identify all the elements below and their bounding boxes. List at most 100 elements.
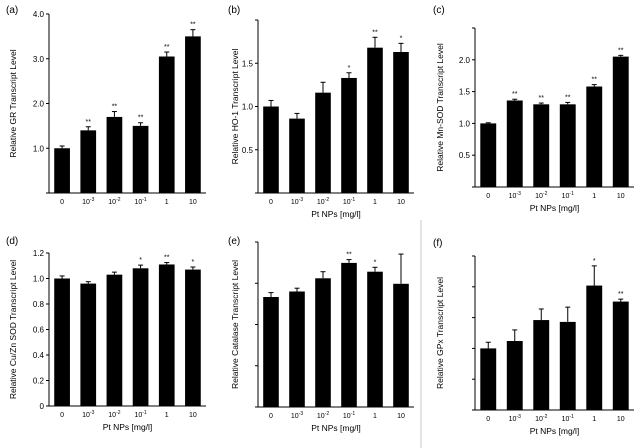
y-tick-label: 0.2 <box>33 377 45 386</box>
y-tick-label: 1.0 <box>242 103 254 112</box>
bar <box>612 301 629 410</box>
bar <box>506 341 523 410</box>
y-tick-label: 0 <box>40 402 45 411</box>
y-tick-label: 0.8 <box>33 300 45 309</box>
x-tick-label: 0 <box>60 412 64 419</box>
significance-label: ** <box>190 22 196 29</box>
x-tick-label: 10-3 <box>509 191 521 200</box>
x-tick-label: 1 <box>373 199 377 206</box>
significance-label: ** <box>86 119 92 126</box>
x-tick-label: 1 <box>592 193 596 200</box>
x-axis-label: Pt NPs [mg/l] <box>103 422 153 432</box>
significance-label: * <box>192 259 195 266</box>
y-tick-label: 1.5 <box>242 59 254 68</box>
significance-label: * <box>348 65 351 72</box>
bar <box>263 297 279 407</box>
bar <box>80 130 97 193</box>
y-tick-label: 0.6 <box>33 326 45 335</box>
bar <box>54 278 70 406</box>
x-tick-label: 10-2 <box>317 197 329 206</box>
x-tick-label: 10-3 <box>291 197 303 206</box>
y-tick-label: 1.5 <box>459 88 471 97</box>
bar <box>158 264 175 406</box>
bar <box>341 77 357 193</box>
y-tick-label: 0.5 <box>459 151 471 160</box>
significance-label: ** <box>592 77 598 84</box>
panel-label: (a) <box>6 5 18 16</box>
x-tick-label: 10-1 <box>134 410 146 419</box>
y-tick-label: 1.2 <box>33 249 45 258</box>
bar <box>559 321 576 410</box>
bar <box>132 268 149 406</box>
y-tick-label: 1.0 <box>33 144 45 153</box>
panel-label: (b) <box>228 5 240 16</box>
x-tick-label: 10-2 <box>535 414 547 423</box>
x-tick-label: 10 <box>617 416 625 423</box>
bar <box>367 47 383 194</box>
x-tick-label: 10-2 <box>535 191 547 200</box>
x-tick-label: 10 <box>397 413 405 420</box>
x-tick-label: 10 <box>189 199 197 206</box>
bar <box>586 86 603 187</box>
significance-label: ** <box>539 95 545 102</box>
x-tick-label: 10-2 <box>317 411 329 420</box>
x-tick-label: 10-3 <box>509 414 521 423</box>
bar <box>586 285 603 410</box>
panel-label: (e) <box>228 236 240 247</box>
x-tick-label: 1 <box>165 199 169 206</box>
x-tick-label: 10 <box>397 199 405 206</box>
significance-label: ** <box>112 104 118 111</box>
y-tick-label: 0.4 <box>33 351 45 360</box>
x-tick-label: 10 <box>189 412 197 419</box>
y-axis-label: Relative Catalase Transcript Level <box>230 260 240 389</box>
bar <box>289 118 305 193</box>
y-tick-label: 0.5 <box>242 146 254 155</box>
x-tick-label: 1 <box>592 416 596 423</box>
y-tick-label: 1.0 <box>459 119 471 128</box>
bar <box>80 283 97 406</box>
x-tick-label: 10-1 <box>562 414 574 423</box>
x-tick-label: 0 <box>269 413 273 420</box>
significance-label: ** <box>565 94 571 101</box>
bar <box>480 348 497 410</box>
panel-label: (f) <box>433 238 442 249</box>
x-axis-label: Pt NPs [mg/l] <box>311 209 361 219</box>
x-tick-label: 10-3 <box>291 411 303 420</box>
bar <box>106 116 123 193</box>
y-axis-label: Relative HO-1 Transcript Level <box>230 49 240 165</box>
significance-label: ** <box>164 255 170 262</box>
significance-label: ** <box>138 115 144 122</box>
bar <box>185 36 201 193</box>
bar <box>533 320 550 410</box>
significance-label: ** <box>372 29 378 36</box>
y-axis-label: Relative GPx Transcript Level <box>435 277 445 389</box>
y-tick-label: 1.0 <box>33 275 45 284</box>
x-tick-label: 10 <box>617 193 625 200</box>
x-tick-label: 1 <box>165 412 169 419</box>
x-axis-label: Pt NPs [mg/l] <box>530 203 580 213</box>
x-tick-label: 10-1 <box>562 191 574 200</box>
x-tick-label: 0 <box>269 199 273 206</box>
x-tick-label: 10-2 <box>108 410 120 419</box>
bar <box>533 104 550 187</box>
bar <box>367 271 383 407</box>
bar <box>289 291 305 407</box>
y-axis-label: Relative Cu/Zn SOD Transcript Level <box>8 260 18 399</box>
x-axis-label: Pt NPs [mg/l] <box>311 423 361 433</box>
significance-label: * <box>400 35 403 42</box>
bar <box>393 283 409 407</box>
x-tick-label: 0 <box>486 416 490 423</box>
significance-label: ** <box>618 291 624 298</box>
y-tick-label: 2.0 <box>459 56 471 65</box>
x-tick-label: 10-1 <box>343 197 355 206</box>
x-tick-label: 10-3 <box>82 410 94 419</box>
significance-label: * <box>374 259 377 266</box>
panel-label: (d) <box>6 236 18 247</box>
bar <box>315 92 331 193</box>
significance-label: ** <box>346 252 352 259</box>
bar <box>506 100 523 187</box>
bar <box>393 52 409 193</box>
bar <box>158 56 175 194</box>
bar <box>185 269 201 406</box>
bar <box>54 148 70 193</box>
